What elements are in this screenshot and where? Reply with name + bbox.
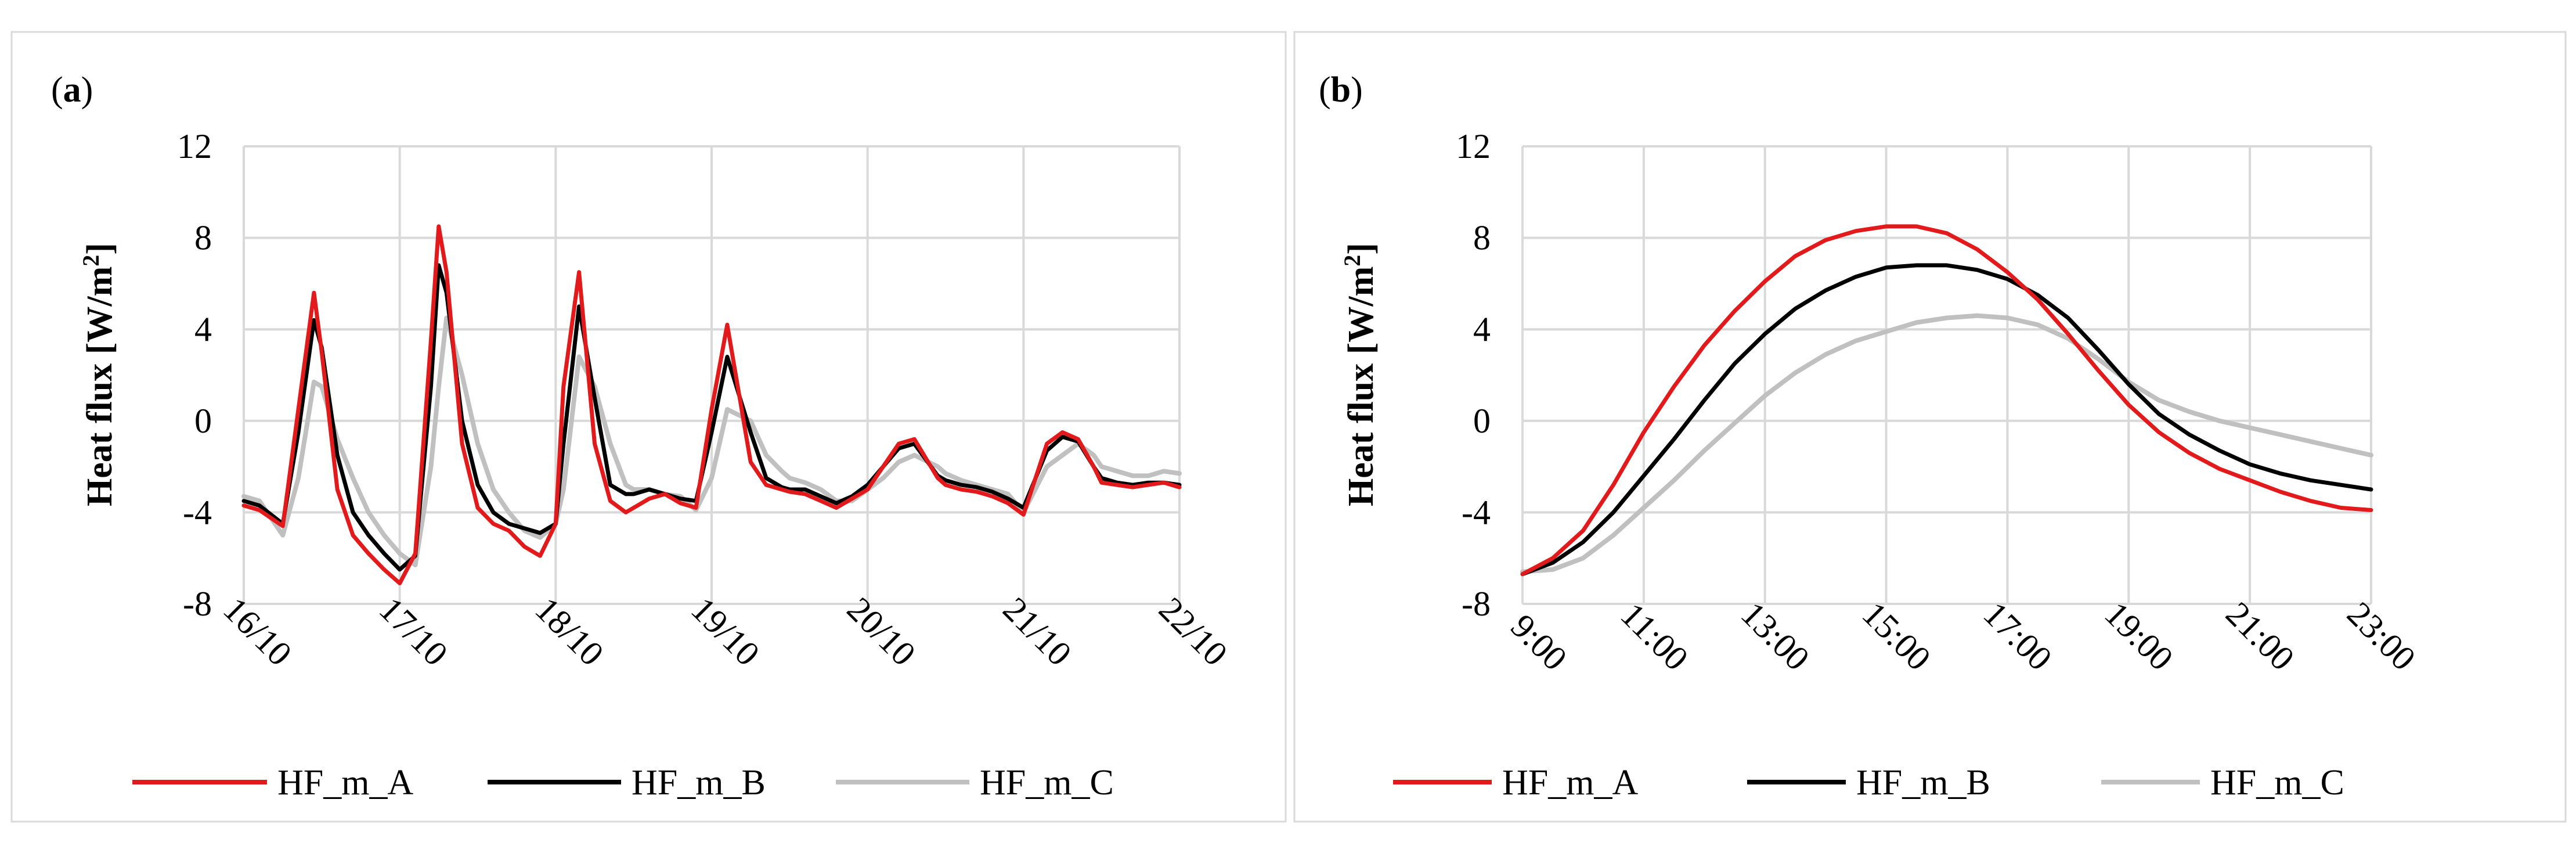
y-tick-label: -8	[183, 585, 212, 623]
y-tick-label: -4	[183, 493, 212, 531]
x-tick-label: 19:00	[2097, 595, 2180, 678]
x-tick-label: 17/10	[372, 590, 455, 673]
y-tick-label: 12	[177, 127, 212, 165]
y-tick-label: 8	[1473, 219, 1491, 257]
y-tick-label: 8	[194, 219, 212, 257]
legend-label-HF_m_B: HF_m_B	[1856, 763, 1990, 802]
panel-b: (b) -8 -4 0 4 8 12 9:00 11:00 13:00 15:00 17:00 19:0…	[1293, 31, 2567, 823]
series-line-HF_m_A	[241, 224, 1182, 585]
x-tick-label: 11:00	[1614, 595, 1696, 678]
y-axis-label: Heat flux [W/m2]	[1339, 243, 1381, 506]
legend-label-HF_m_A: HF_m_A	[1502, 763, 1638, 802]
x-tick-label: 18/10	[528, 590, 611, 673]
x-tick-label: 9:00	[1503, 607, 1574, 678]
y-tick-label: 0	[1473, 402, 1491, 440]
y-axis-label-end: ]	[1341, 243, 1381, 255]
y-axis-label-end: ]	[80, 243, 120, 255]
x-tick-label: 16/10	[216, 590, 299, 673]
x-tick-label: 15:00	[1855, 595, 1938, 678]
y-axis-label: Heat flux [W/m2]	[78, 243, 120, 506]
x-tick-label: 21/10	[995, 590, 1078, 673]
series-line-HF_m_B	[1520, 263, 2373, 577]
series-line-HF_m_A	[1520, 224, 2373, 577]
x-tick-label: 17:00	[1976, 595, 2059, 678]
legend-label-HF_m_B: HF_m_B	[632, 763, 766, 802]
panel-frame	[1293, 31, 2567, 823]
y-tick-label: -8	[1462, 585, 1491, 623]
x-tick-label: 21:00	[2218, 595, 2301, 678]
y-tick-label: 12	[1456, 127, 1491, 165]
panel-label-letter: b	[1331, 70, 1351, 110]
x-tick-label: 13:00	[1734, 595, 1817, 678]
legend-label-HF_m_A: HF_m_A	[277, 763, 413, 802]
y-tick-label: 4	[1473, 310, 1491, 348]
panel-frame	[10, 31, 1287, 823]
panel-label-letter: a	[63, 70, 81, 110]
x-tick-label: 23:00	[2340, 595, 2423, 678]
y-axis-label-superscript: 2	[1339, 255, 1365, 267]
y-tick-label: 0	[194, 402, 212, 440]
y-tick-label: -4	[1462, 493, 1491, 531]
y-tick-label: 4	[194, 310, 212, 348]
y-axis-label-superscript: 2	[78, 255, 104, 267]
panel-label: (a)	[51, 70, 93, 110]
legend-label-HF_m_C: HF_m_C	[980, 763, 1114, 802]
x-tick-label: 19/10	[684, 590, 767, 673]
panel-label: (b)	[1319, 70, 1363, 110]
legend-label-HF_m_C: HF_m_C	[2210, 763, 2344, 802]
x-tick-label: 22/10	[1152, 590, 1235, 673]
panel-a: (a) -8 -4 0 4 8 12 16/10 17/10 18/10 19/10 20/10 21/…	[10, 31, 1287, 823]
series-line-HF_m_C	[1520, 313, 2373, 574]
x-tick-label: 20/10	[840, 590, 923, 673]
